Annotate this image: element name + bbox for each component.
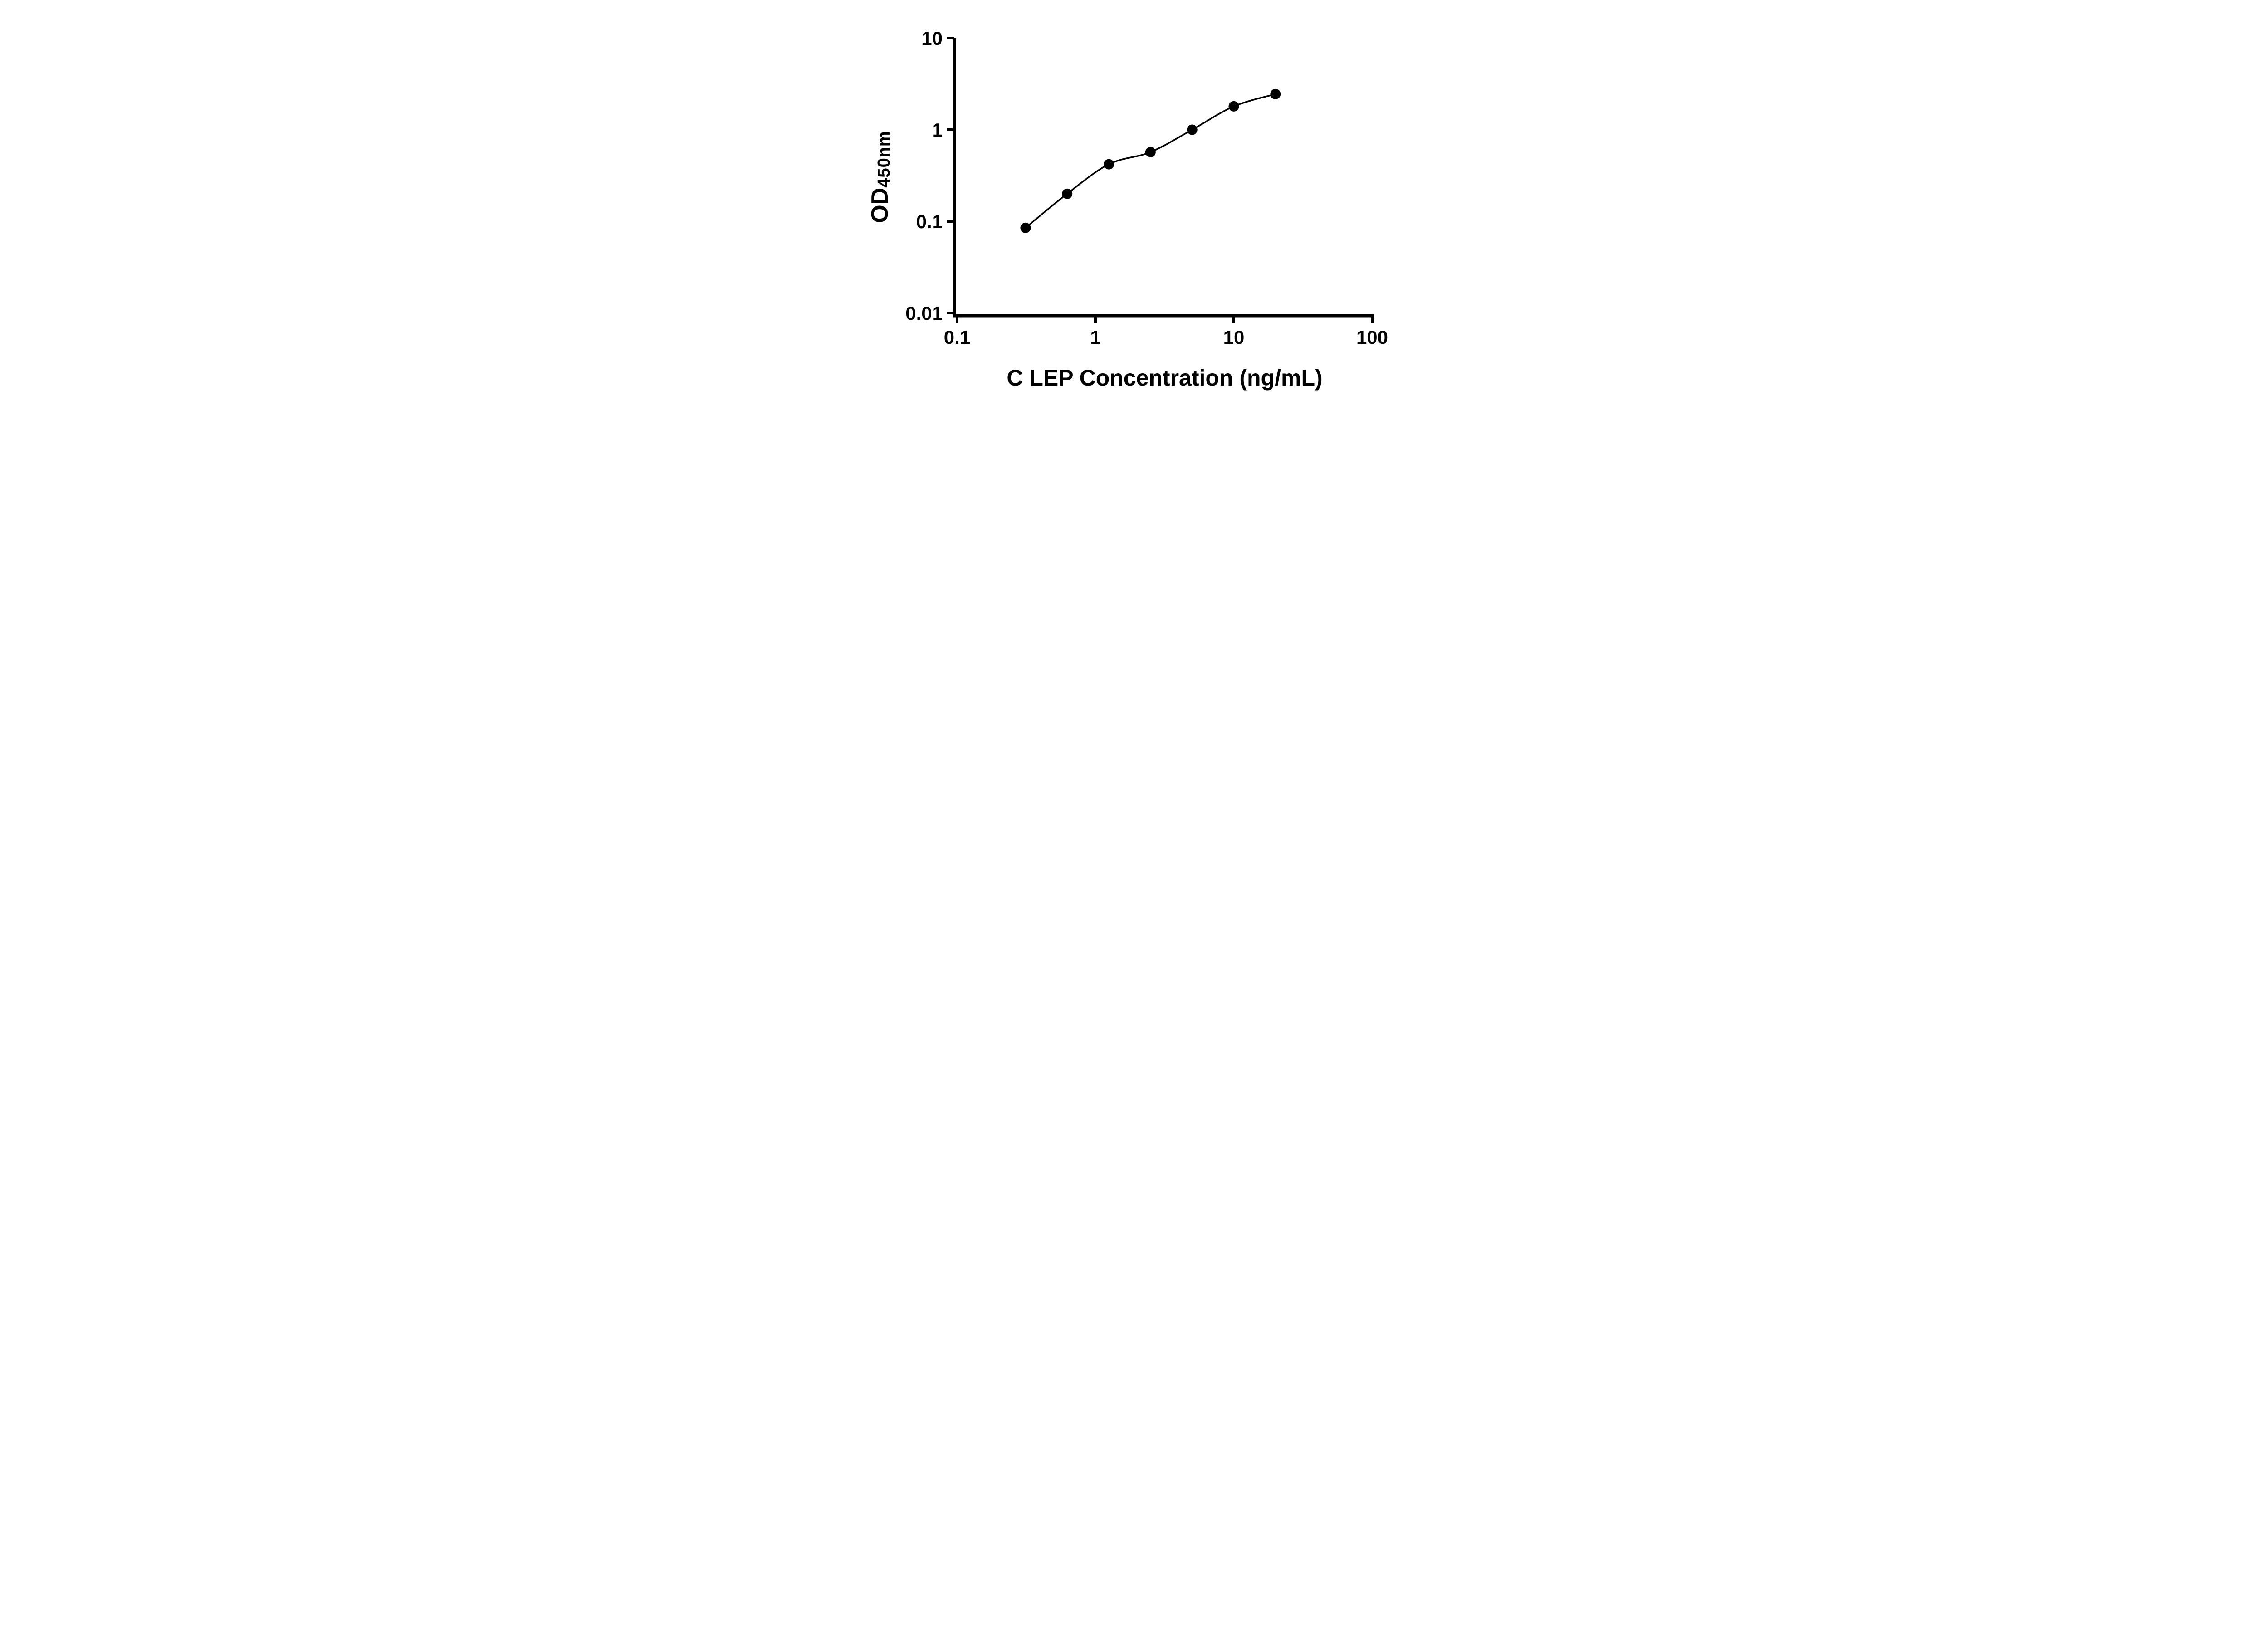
fit-curve (1025, 93, 1276, 229)
x-axis-title: C LEP Concentration (ng/mL) (1007, 365, 1323, 391)
y-tick-label: 10 (921, 28, 943, 49)
data-point (1228, 101, 1239, 112)
y-tick-label: 1 (932, 119, 942, 141)
x-tick-label: 100 (1356, 327, 1388, 348)
y-tick-label: 0.1 (916, 211, 942, 232)
data-point (1145, 147, 1156, 157)
y-tick-label: 0.01 (905, 303, 943, 324)
x-tick-label: 0.1 (943, 327, 970, 348)
x-tick-label: 10 (1223, 327, 1244, 348)
data-point (1187, 124, 1198, 135)
x-tick-label: 1 (1090, 327, 1100, 348)
data-point (1103, 159, 1114, 170)
data-point (1020, 222, 1031, 233)
data-point (1270, 88, 1281, 99)
data-point (1061, 188, 1072, 199)
y-axis-title-subscript: 450nm (874, 131, 894, 188)
y-axis-title: OD450nm (866, 131, 894, 223)
y-axis-title-main: OD (866, 187, 893, 223)
standard-curve-figure: 0.1 1 10 100 0.01 0.1 1 10 C LEP Concentration … (842, 0, 1426, 408)
